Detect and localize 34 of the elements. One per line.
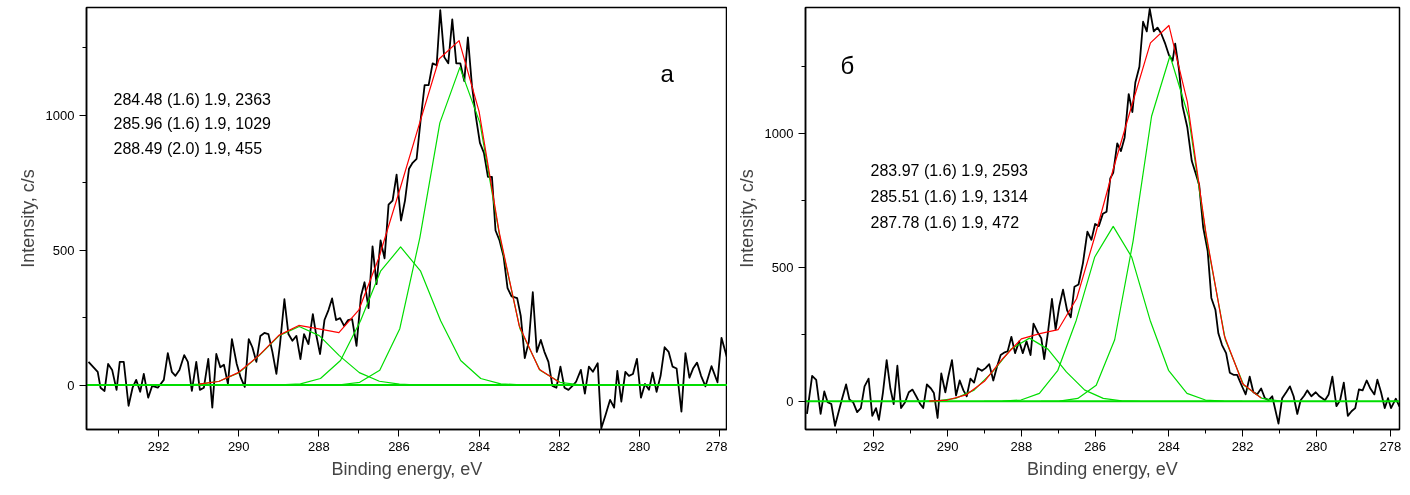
x-tick-label: 282 — [1231, 438, 1254, 454]
y-tick-label: 1000 — [764, 125, 794, 141]
annotation: 284.48 (1.6) 1.9, 2363 — [113, 91, 272, 108]
y-axis-title: Intensity, c/s — [736, 169, 757, 268]
annotation: 288.49 (2.0) 1.9, 455 — [113, 140, 263, 157]
x-tick-label: 286 — [388, 438, 410, 454]
x-tick-label: 288 — [1010, 438, 1033, 454]
x-tick-label: 278 — [1379, 438, 1402, 454]
x-tick-label: 282 — [548, 438, 571, 454]
x-tick-label: 288 — [308, 438, 330, 454]
x-tick-label: 292 — [147, 438, 170, 454]
x-tick-label: 286 — [1084, 438, 1106, 454]
annotation: 283.97 (1.6) 1.9, 2593 — [870, 162, 1029, 179]
y-axis-title: Intensity, c/s — [17, 169, 38, 268]
annotation: 287.78 (1.6) 1.9, 472 — [870, 214, 1020, 231]
annotation: 285.96 (1.6) 1.9, 1029 — [113, 115, 272, 132]
x-tick-label: 284 — [1158, 438, 1180, 454]
y-tick-label: 500 — [52, 242, 75, 258]
x-tick-label: 290 — [936, 438, 959, 454]
x-tick-label: 280 — [628, 438, 651, 454]
y-tick-label: 500 — [771, 259, 794, 275]
y-tick-label: 0 — [786, 393, 794, 409]
y-tick-label: 1000 — [45, 107, 75, 123]
x-tick-label: 292 — [862, 438, 885, 454]
annotation: б — [840, 52, 855, 79]
x-axis-title: Binding energy, eV — [1027, 458, 1178, 479]
x-tick-label: 290 — [227, 438, 250, 454]
x-tick-label: 278 — [705, 438, 728, 454]
x-tick-label: 280 — [1305, 438, 1328, 454]
x-tick-label: 284 — [468, 438, 490, 454]
annotation: а — [660, 60, 675, 87]
annotation: 285.51 (1.6) 1.9, 1314 — [870, 188, 1029, 205]
x-axis-title: Binding energy, eV — [331, 458, 483, 479]
y-tick-label: 0 — [67, 377, 75, 393]
